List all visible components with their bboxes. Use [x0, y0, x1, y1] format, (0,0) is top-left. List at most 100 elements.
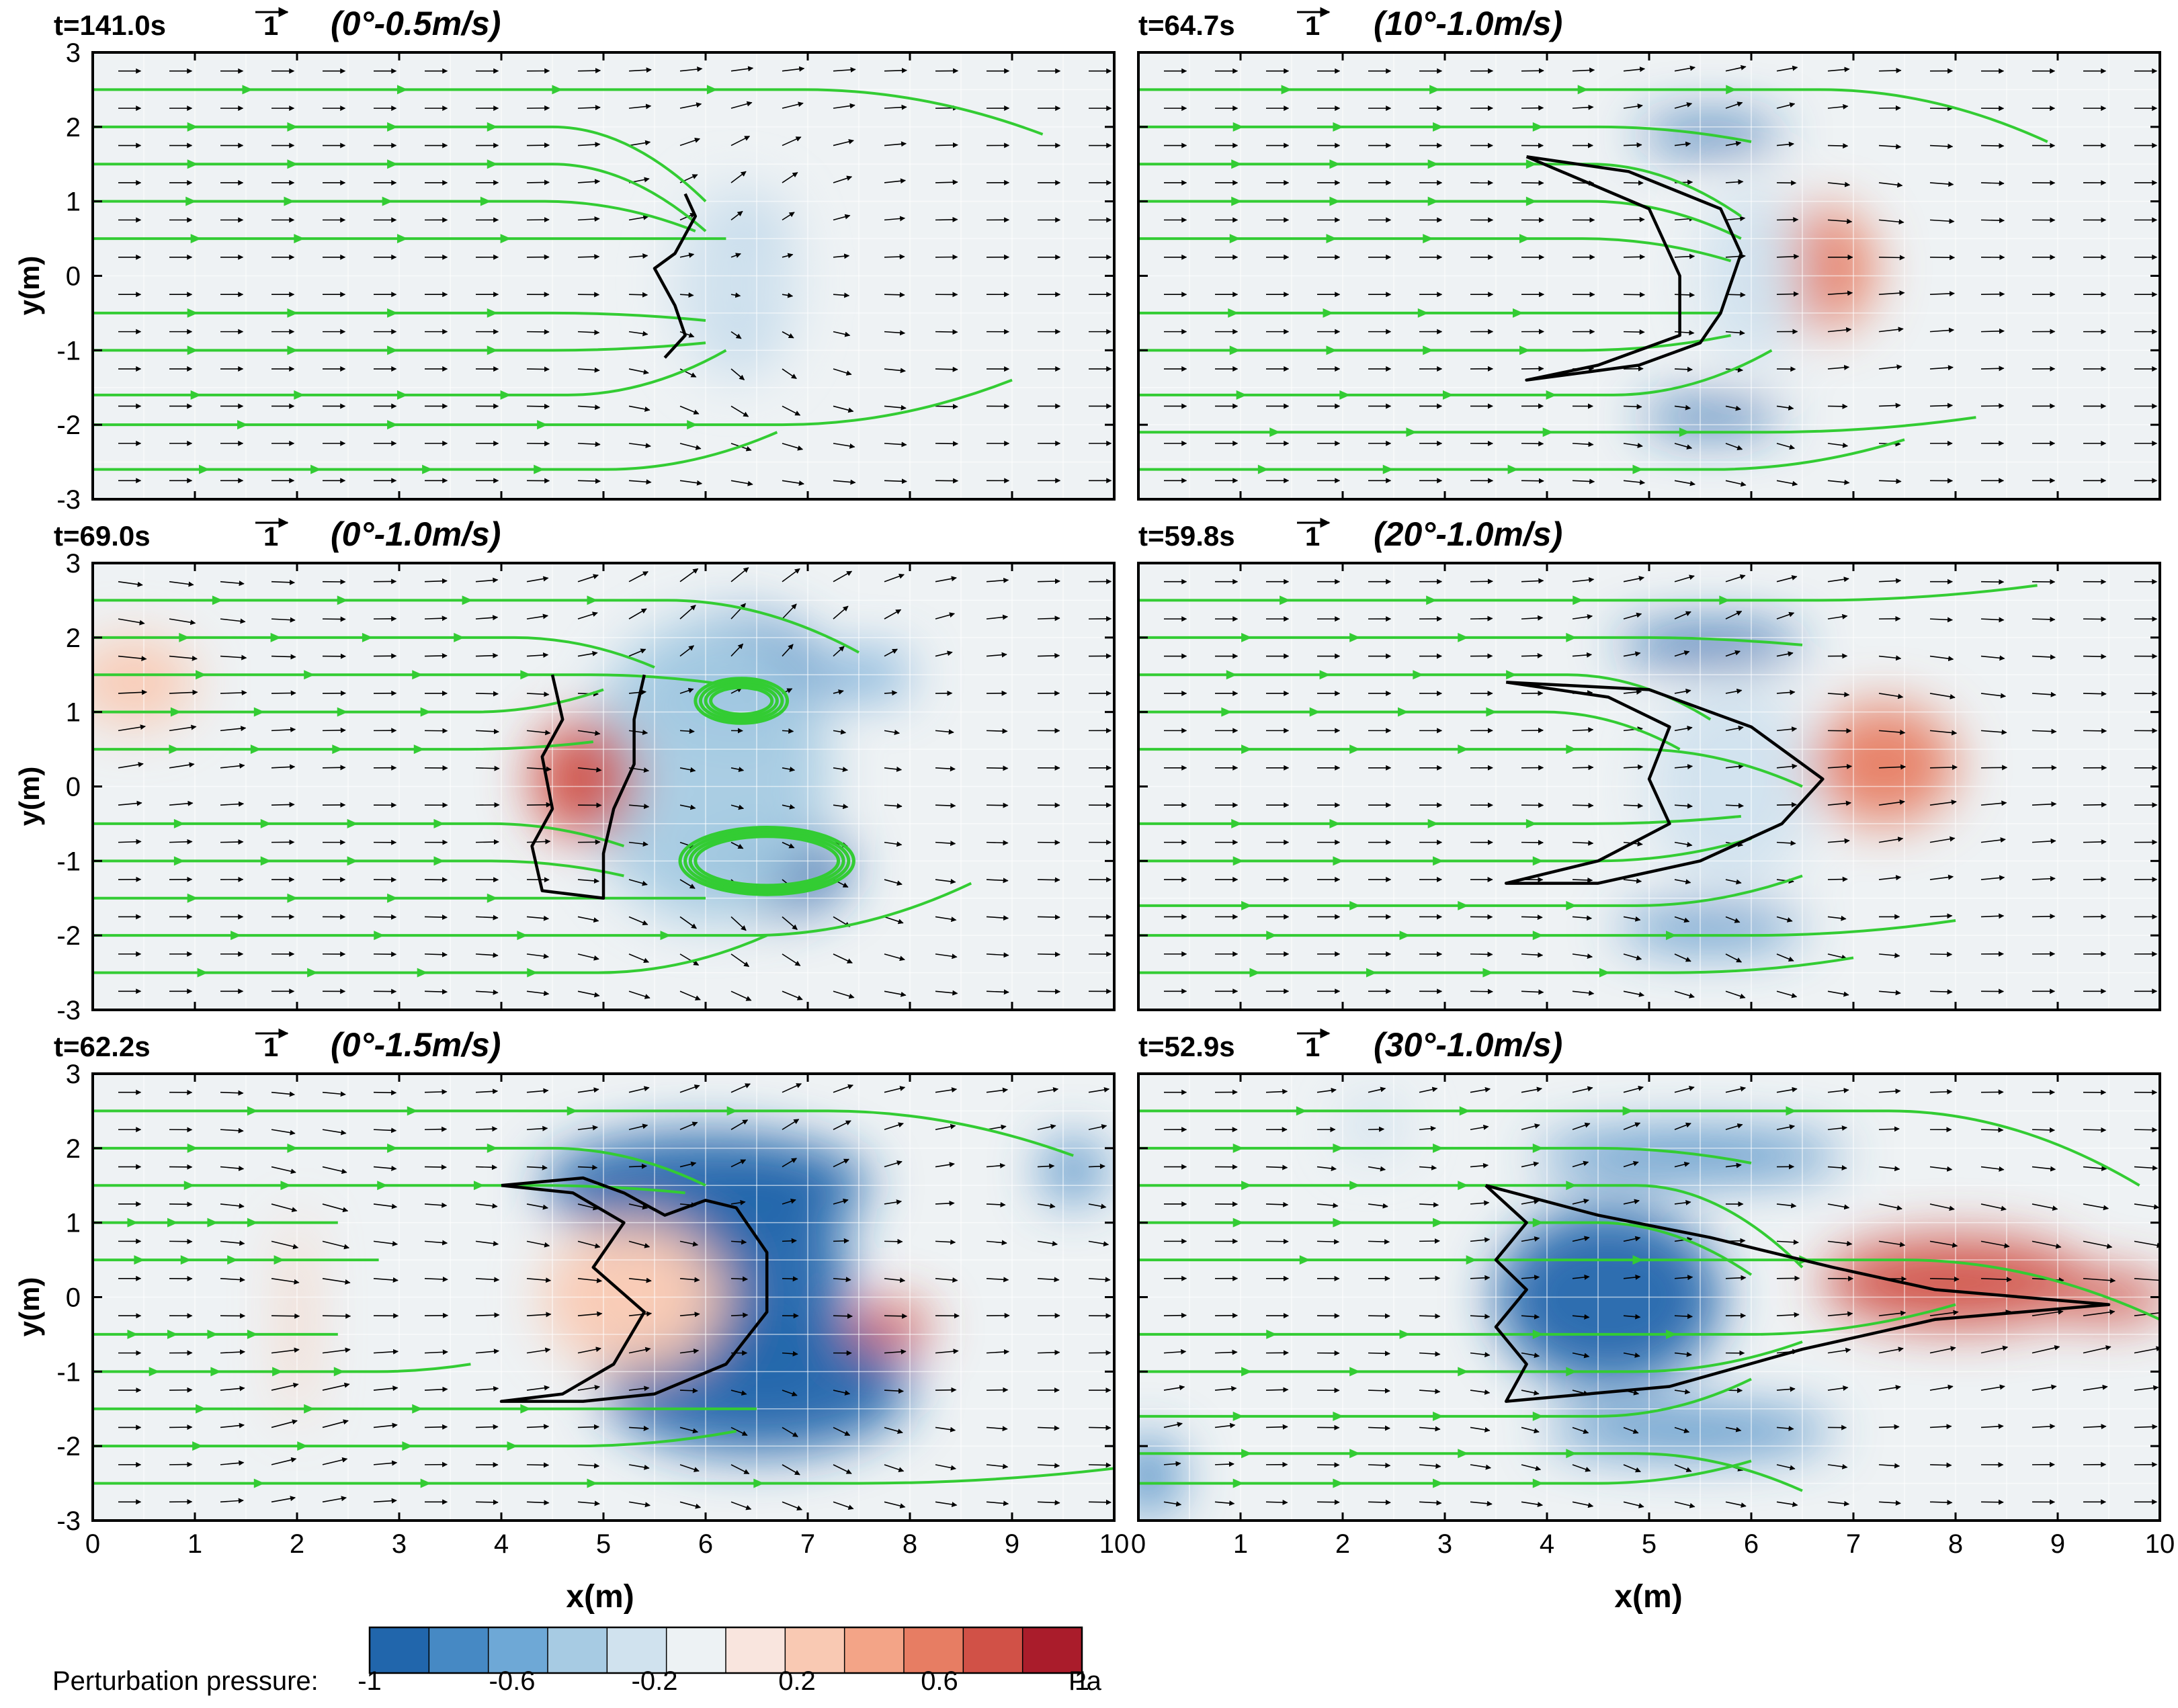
velocity-vector [118, 724, 146, 732]
velocity-vector [628, 1311, 653, 1317]
velocity-vector [577, 1347, 601, 1354]
streamline-arrow [1309, 707, 1321, 717]
panel-2: 3 2 1 0 -1 -2 -3 [56, 549, 1116, 1025]
velocity-vector [628, 804, 650, 810]
velocity-vector [1776, 65, 1798, 72]
y-tick-label: -3 [56, 996, 81, 1025]
velocity-vector [169, 655, 198, 661]
plot-area [1138, 1074, 2160, 1521]
velocity-vector [833, 253, 850, 259]
streamline-arrow [1532, 122, 1544, 132]
streamline-arrow [1329, 159, 1341, 169]
streamline [93, 311, 706, 322]
velocity-vector [884, 292, 905, 298]
velocity-vector [1470, 1086, 1491, 1093]
streamline-arrow [1532, 931, 1544, 941]
velocity-vector [577, 1311, 603, 1317]
velocity-vector [935, 366, 958, 372]
velocity-vector [1776, 404, 1794, 411]
streamline-arrow [412, 1404, 423, 1414]
streamline [93, 1363, 471, 1373]
streamline-arrow [1231, 196, 1243, 206]
streamline-arrow [187, 893, 198, 903]
streamline-arrow [1426, 595, 1437, 605]
velocity-vector [1725, 216, 1746, 222]
velocity-vector [679, 953, 700, 966]
velocity-vector [1521, 1275, 1540, 1281]
velocity-vector [271, 1129, 296, 1136]
velocity-vector [1623, 103, 1643, 110]
velocity-vector [935, 142, 958, 148]
velocity-vector [628, 292, 648, 298]
velocity-vector [1623, 651, 1641, 657]
velocity-vector [935, 1426, 956, 1433]
velocity-vector [1725, 610, 1743, 620]
streamline-arrow [1542, 427, 1554, 437]
streamline-arrow [1281, 85, 1292, 95]
streamline-arrow [520, 1404, 532, 1414]
streamline [93, 1109, 1074, 1157]
velocity-vector [1521, 1501, 1544, 1507]
velocity-vector [526, 1164, 548, 1170]
velocity-vector [322, 1419, 349, 1428]
streamline-arrow [207, 1329, 218, 1339]
velocity-vector [782, 1238, 797, 1244]
velocity-vector [782, 1351, 798, 1357]
velocity-vector [884, 104, 907, 110]
velocity-vector [1980, 693, 2007, 699]
streamline [93, 378, 1013, 427]
velocity-vector [986, 1162, 1006, 1168]
streamline-arrow [1329, 196, 1341, 206]
velocity-vectors [1164, 574, 2158, 999]
velocity-vector [1674, 102, 1693, 109]
velocity-vector [526, 691, 550, 697]
streamline-arrow [284, 196, 295, 206]
streamline-arrow [1507, 464, 1519, 474]
streamline-arrow [1486, 707, 1497, 717]
velocity-vector [1980, 366, 2005, 372]
velocity-vector [322, 1240, 350, 1250]
velocity-vector [2083, 839, 2107, 845]
y-tick-label: 1 [66, 698, 81, 728]
velocity-vector [884, 1349, 907, 1355]
gravity-current-front [1504, 681, 1825, 885]
velocity-vector [679, 443, 702, 450]
streamline-arrow [1679, 427, 1690, 437]
velocity-vector [730, 1119, 749, 1130]
velocity-vector [1623, 443, 1643, 448]
velocity-vector [1316, 1166, 1337, 1171]
velocity-vector [628, 1347, 651, 1354]
streamline-arrow [173, 856, 185, 866]
velocity-vector [628, 1501, 651, 1508]
vortex-streamline [709, 685, 774, 716]
time-label: t=52.9s [1138, 1031, 1235, 1062]
velocity-vector [1725, 650, 1741, 657]
streamline-arrow [587, 595, 598, 605]
velocity-vector [1827, 479, 1850, 485]
streamline-arrow [1666, 931, 1677, 941]
velocity-vector [1521, 989, 1544, 995]
pressure-blob [1138, 1439, 1179, 1513]
velocity-vector [2032, 1127, 2056, 1133]
velocity-vector [833, 1120, 851, 1130]
velocity-vector [424, 615, 448, 622]
velocity-vector [475, 839, 499, 845]
velocity-vector [1572, 765, 1594, 771]
streamline [93, 349, 727, 396]
streamline [93, 431, 778, 471]
velocity-vector [730, 804, 745, 810]
velocity-vector [884, 990, 907, 997]
velocity-vector [1725, 330, 1745, 336]
velocity-vector [1572, 1501, 1594, 1508]
x-tick-label: 1 [187, 1529, 202, 1559]
velocity-vector [1674, 841, 1693, 847]
velocity-vector [220, 654, 247, 660]
vortex-streamline [678, 825, 855, 896]
velocity-vector [935, 650, 953, 657]
streamline-arrow [332, 744, 343, 755]
velocity-vector [1878, 219, 1904, 225]
velocity-vectors [118, 66, 1112, 486]
streamline-arrow [1326, 234, 1337, 244]
streamline-arrow [1573, 595, 1584, 605]
velocity-vector [833, 1158, 849, 1168]
